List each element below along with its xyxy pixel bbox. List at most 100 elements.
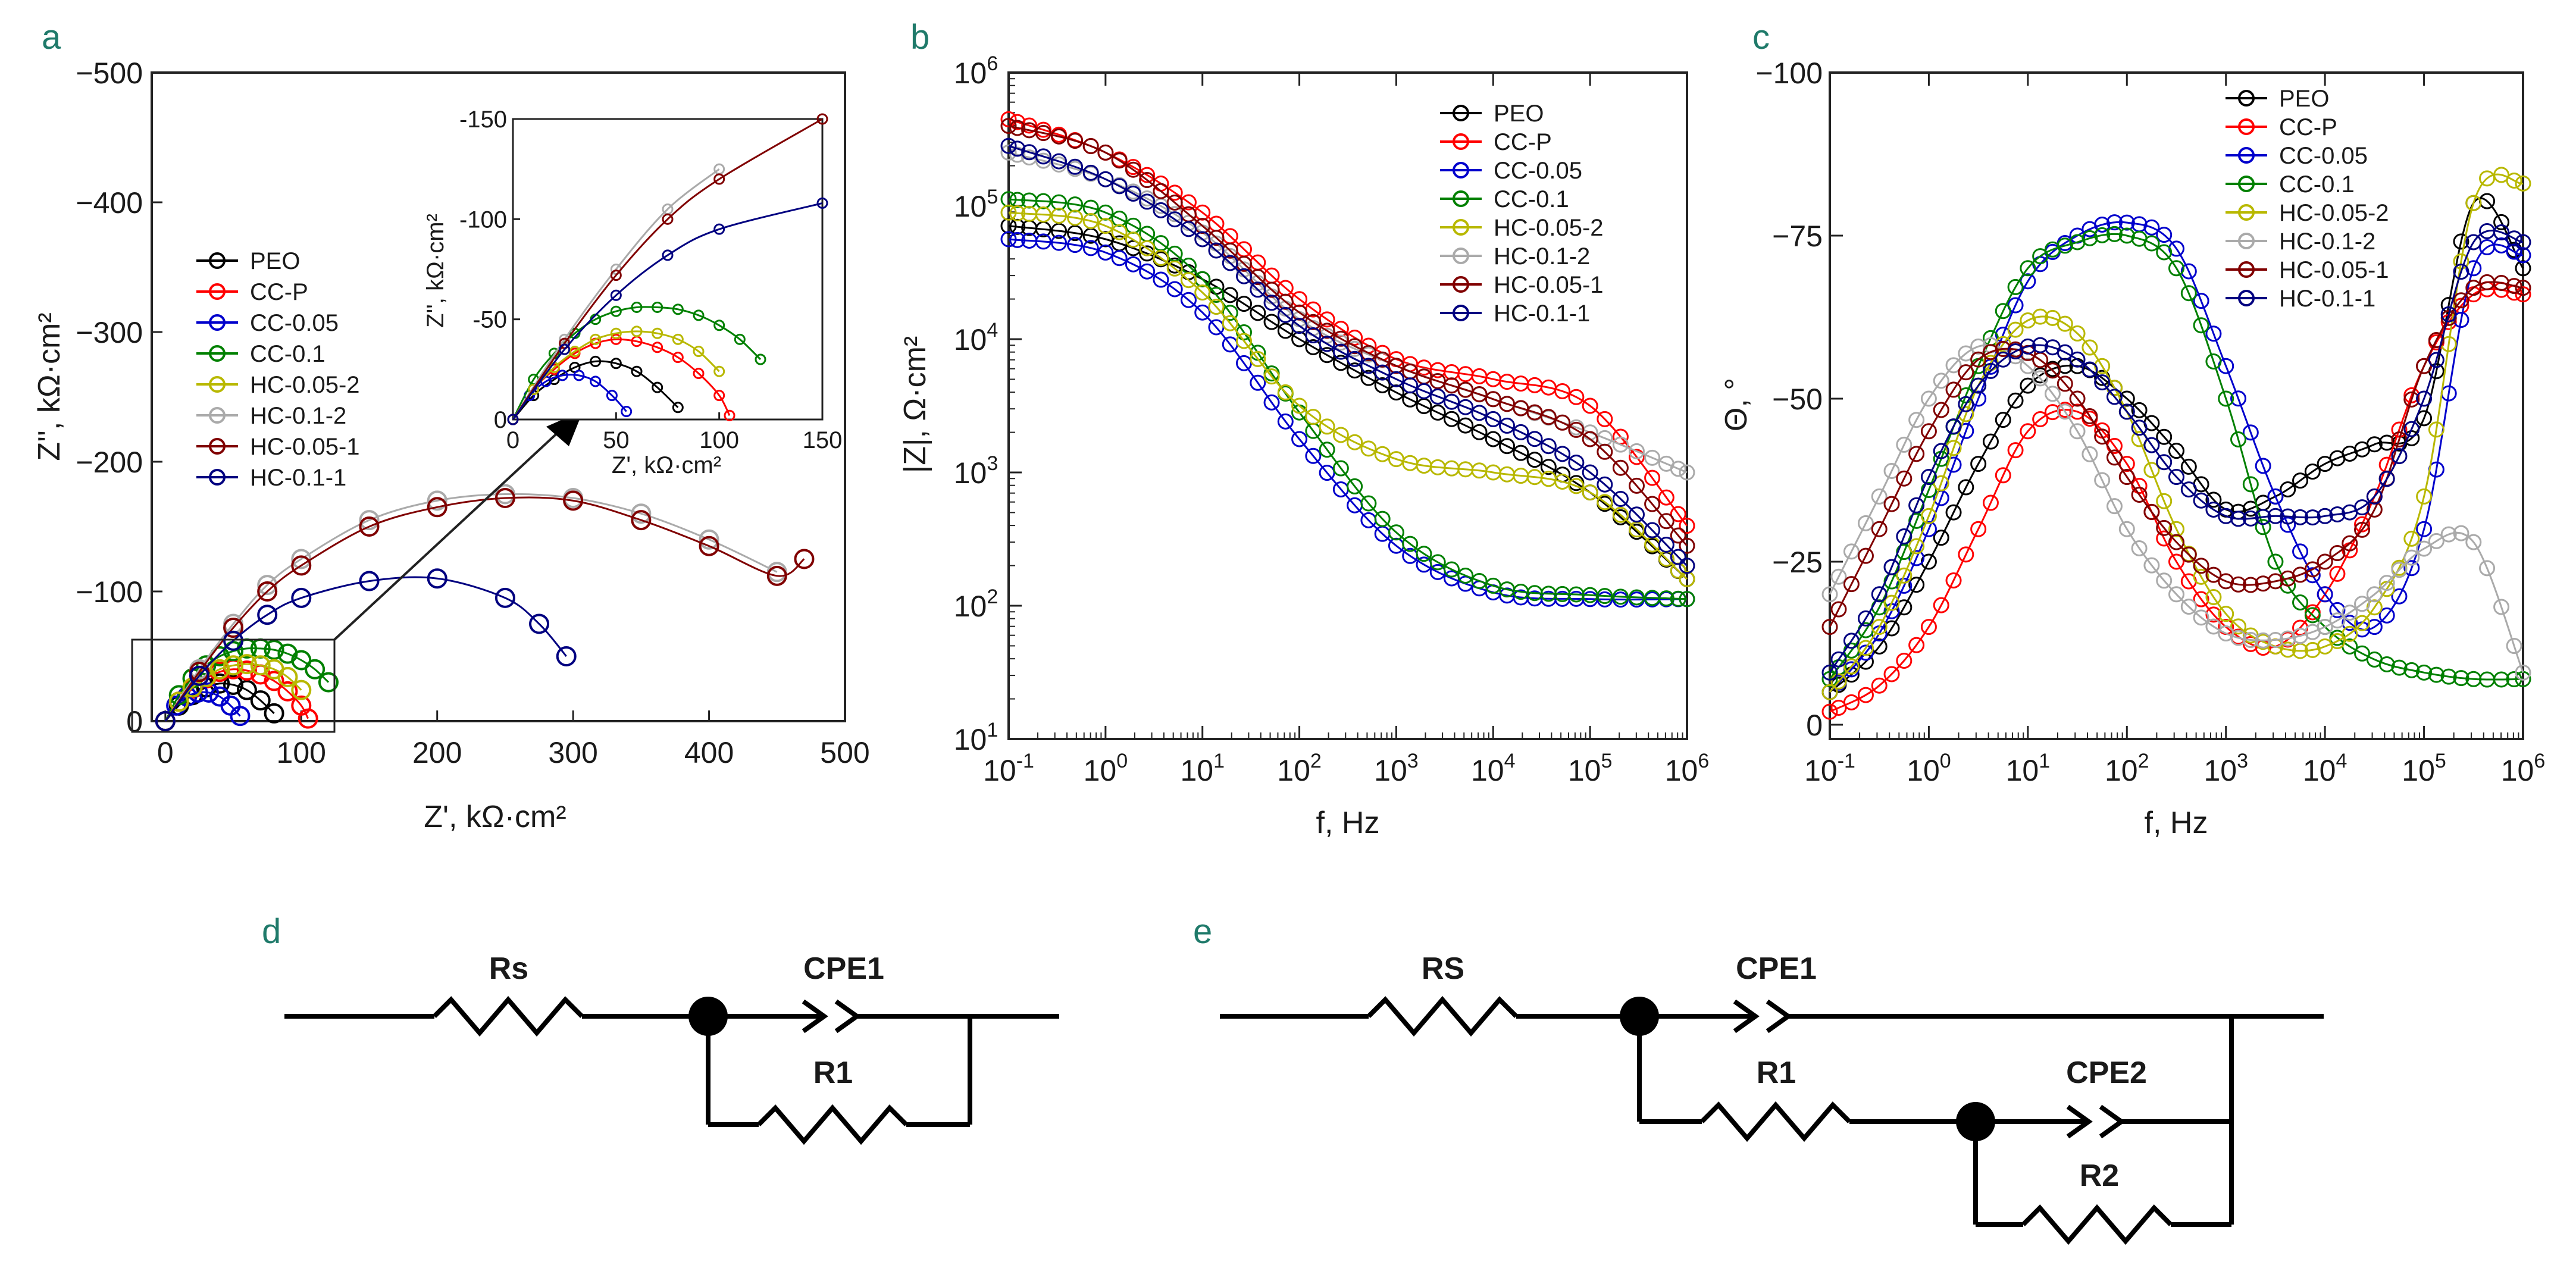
bode-modulus-point-7-20: [1277, 306, 1294, 323]
bode-modulus-point-7-5: [1067, 158, 1084, 175]
bode-phase-point-5-17: [2032, 370, 2049, 387]
bode-phase-point-1-14: [1995, 467, 2011, 484]
bode-phase-point-7-48: [2416, 390, 2433, 407]
bode-phase-point-2-22: [2094, 217, 2111, 233]
bode-phase-point-5-5: [1883, 463, 1900, 480]
bode-phase-legend-label-1: CC-P: [2279, 114, 2337, 140]
nyquist-x-tick-label-5: 500: [820, 736, 869, 769]
bode-phase-point-7-4: [1871, 586, 1888, 603]
bode-modulus-point-0-36: [1499, 438, 1516, 455]
bode-phase-point-5-40: [2317, 619, 2333, 635]
bode-phase-point-2-34: [2242, 424, 2259, 441]
bode-phase-panel-c: 10-1 100 101 102 103 104 105 106 0 −25 −50 −75 −100…: [1719, 57, 2545, 840]
nyquist-x-tick-label-0: 0: [157, 736, 174, 769]
nyquist-x-tick-label-4: 400: [684, 736, 734, 769]
bode-modulus-point-4-41: [1568, 478, 1585, 494]
bode-modulus-point-7-16: [1222, 255, 1238, 271]
bode-phase-point-5-31: [2205, 618, 2222, 635]
bode-modulus-point-5-49: [1679, 464, 1695, 481]
bode-modulus-point-7-22: [1305, 327, 1322, 344]
bode-phase-point-4-33: [2230, 618, 2247, 635]
bode-phase-point-3-30: [2193, 317, 2209, 334]
bode-phase-point-4-17: [2032, 308, 2049, 325]
nyquist-legend-marker-1: [209, 283, 226, 300]
bode-modulus-point-3-3: [1035, 193, 1051, 209]
bode-phase-point-6-2: [1843, 576, 1860, 593]
bode-modulus-point-0-34: [1471, 424, 1488, 440]
bode-phase-point-0-16: [2020, 377, 2036, 394]
bode-phase-point-7-22: [2094, 374, 2111, 391]
bode-phase-point-5-26: [2143, 557, 2160, 574]
bode-modulus-point-7-34: [1471, 405, 1488, 421]
bode-phase-point-1-28: [2168, 553, 2184, 570]
nyquist-legend-label-0: PEO: [250, 248, 300, 274]
bode-modulus-point-3-33: [1457, 567, 1474, 584]
bode-phase-point-5-37: [2280, 630, 2296, 647]
bode-phase-point-7-35: [2255, 509, 2271, 525]
bode-modulus-y-tick-label-0: 101: [954, 719, 999, 756]
inset-point-3-9: [693, 309, 705, 321]
circuit-d-r1-resistor: [757, 1104, 908, 1145]
bode-modulus-point-6-45: [1628, 477, 1645, 494]
bode-modulus-point-4-14: [1194, 284, 1211, 301]
bode-phase-point-3-51: [2453, 670, 2469, 687]
bode-phase-legend-label-5: HC-0.1-2: [2279, 228, 2375, 255]
equivalent-circuit-d: [284, 995, 1059, 1145]
bode-phase-x-tick-label-2: 101: [2006, 750, 2051, 787]
bode-phase-point-6-26: [2143, 503, 2160, 520]
bode-phase-point-3-35: [2255, 519, 2271, 536]
panel-b-letter: b: [910, 18, 929, 57]
bode-modulus-point-6-12: [1166, 194, 1183, 211]
inset-point-4-1: [528, 384, 540, 395]
nyquist-y-tick-label-5: −500: [76, 57, 143, 90]
bode-phase-series: [1821, 167, 2531, 720]
bode-modulus-point-2-7: [1097, 244, 1114, 261]
bode-phase-point-4-4: [1871, 619, 1888, 635]
bode-modulus-point-4-42: [1582, 484, 1598, 501]
inset-point-7-5: [816, 197, 828, 209]
circuit-d-rs-label: Rs: [489, 951, 528, 986]
bode-phase-legend-marker-1: [2238, 118, 2255, 135]
bode-modulus-point-1-47: [1658, 489, 1674, 506]
bode-modulus-point-4-18: [1250, 350, 1266, 367]
bode-modulus-point-7-1: [1009, 140, 1026, 157]
inset-x-tick-label-3: 150: [803, 427, 843, 453]
bode-modulus-point-0-38: [1526, 452, 1543, 468]
inset-point-3-7: [652, 301, 663, 313]
bode-modulus-point-4-20: [1277, 384, 1294, 400]
bode-phase-point-4-8: [1920, 508, 1937, 524]
bode-phase-legend-label-3: CC-0.1: [2279, 171, 2355, 198]
bode-phase-point-2-52: [2465, 260, 2482, 277]
bode-phase-point-7-34: [2242, 510, 2259, 527]
nyquist-point-4-9: [277, 666, 298, 687]
inset-point-3-10: [713, 320, 725, 331]
bode-phase-point-4-56: [2515, 175, 2531, 192]
bode-modulus-legend-label-4: HC-0.05-2: [1494, 215, 1604, 241]
bode-modulus-point-7-6: [1082, 164, 1099, 181]
bode-phase-point-1-16: [2020, 423, 2036, 440]
bode-phase-point-7-27: [2156, 454, 2173, 471]
bode-modulus-point-4-13: [1180, 272, 1197, 289]
bode-phase-point-7-10: [1945, 418, 1962, 435]
bode-modulus-point-1-46: [1644, 469, 1661, 486]
bode-modulus-line-1: [1008, 118, 1688, 527]
bode-phase-x-tick-label-1: 100: [1907, 750, 1951, 787]
bode-phase-point-4-10: [1945, 440, 1962, 456]
bode-phase-point-4-37: [2280, 641, 2296, 658]
bode-phase-point-6-9: [1933, 402, 1949, 418]
nyquist-point-1-6: [236, 660, 257, 681]
inset-point-3-11: [734, 333, 746, 345]
bode-phase-point-0-54: [2493, 214, 2510, 230]
bode-phase-point-0-9: [1933, 530, 1949, 546]
bode-phase-point-5-3: [1857, 515, 1874, 531]
bode-modulus-point-2-20: [1277, 413, 1294, 430]
panel-e-letter: e: [1193, 912, 1212, 951]
bode-phase-point-4-1: [1830, 673, 1847, 690]
bode-phase-point-5-20: [2069, 423, 2086, 440]
bode-phase-point-7-47: [2403, 421, 2420, 437]
nyquist-point-4-4: [209, 659, 230, 680]
bode-phase-point-5-8: [1920, 390, 1937, 407]
inset-point-2-3: [556, 370, 568, 381]
bode-modulus-point-3-23: [1319, 442, 1335, 458]
bode-phase-legend-marker-5: [2238, 233, 2255, 249]
